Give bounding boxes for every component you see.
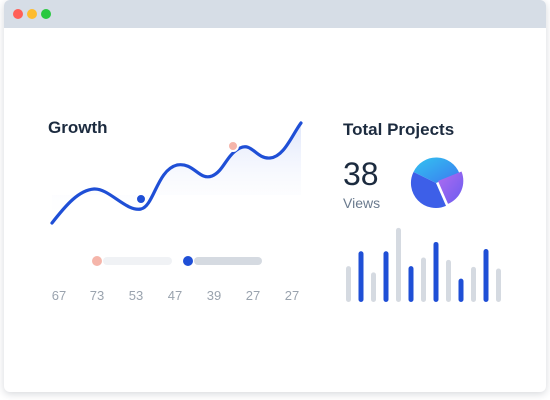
x-tick-label: 27 — [245, 288, 261, 303]
x-tick-label: 39 — [206, 288, 222, 303]
pie-chart-icon — [410, 157, 464, 209]
bar — [471, 266, 476, 302]
close-window-button[interactable] — [13, 9, 23, 19]
x-tick-label: 73 — [89, 288, 105, 303]
projects-count-label: Views — [343, 195, 381, 211]
x-tick-label: 53 — [128, 288, 144, 303]
projects-count: 38 — [343, 156, 379, 192]
pie-slice-cyan — [413, 157, 460, 183]
pie-slice-blue — [410, 172, 446, 209]
bar — [483, 248, 489, 302]
x-tick-label: 27 — [284, 288, 300, 303]
growth-point-pink[interactable] — [227, 140, 239, 152]
bar — [371, 272, 376, 302]
bar — [446, 259, 451, 302]
growth-x-axis: 67 73 53 47 39 27 27 — [44, 288, 312, 304]
growth-area — [52, 123, 301, 223]
range-track-gray[interactable] — [194, 257, 262, 265]
maximize-window-button[interactable] — [41, 9, 51, 19]
app-window: Growth 67 73 53 47 39 27 27 Total Projec… — [4, 0, 546, 392]
growth-point-blue[interactable] — [135, 193, 147, 205]
bar — [358, 251, 364, 302]
bar — [346, 266, 351, 302]
growth-title: Growth — [48, 118, 108, 137]
bar — [408, 266, 414, 302]
range-track-light[interactable] — [103, 257, 172, 265]
total-projects-title: Total Projects — [343, 120, 455, 139]
title-bar — [4, 0, 546, 28]
x-tick-label: 67 — [51, 288, 67, 303]
bar — [433, 241, 439, 302]
growth-line-chart — [50, 121, 303, 225]
bar — [458, 278, 464, 302]
bar — [496, 268, 501, 302]
bar — [396, 227, 401, 302]
pie-slice-purple — [438, 171, 464, 204]
bar — [383, 251, 389, 302]
projects-bar-chart — [346, 227, 501, 302]
range-handle-pink[interactable] — [92, 256, 102, 266]
x-tick-label: 47 — [167, 288, 183, 303]
growth-line — [50, 121, 303, 225]
minimize-window-button[interactable] — [27, 9, 37, 19]
bar — [421, 257, 426, 302]
range-handle-blue[interactable] — [183, 256, 193, 266]
